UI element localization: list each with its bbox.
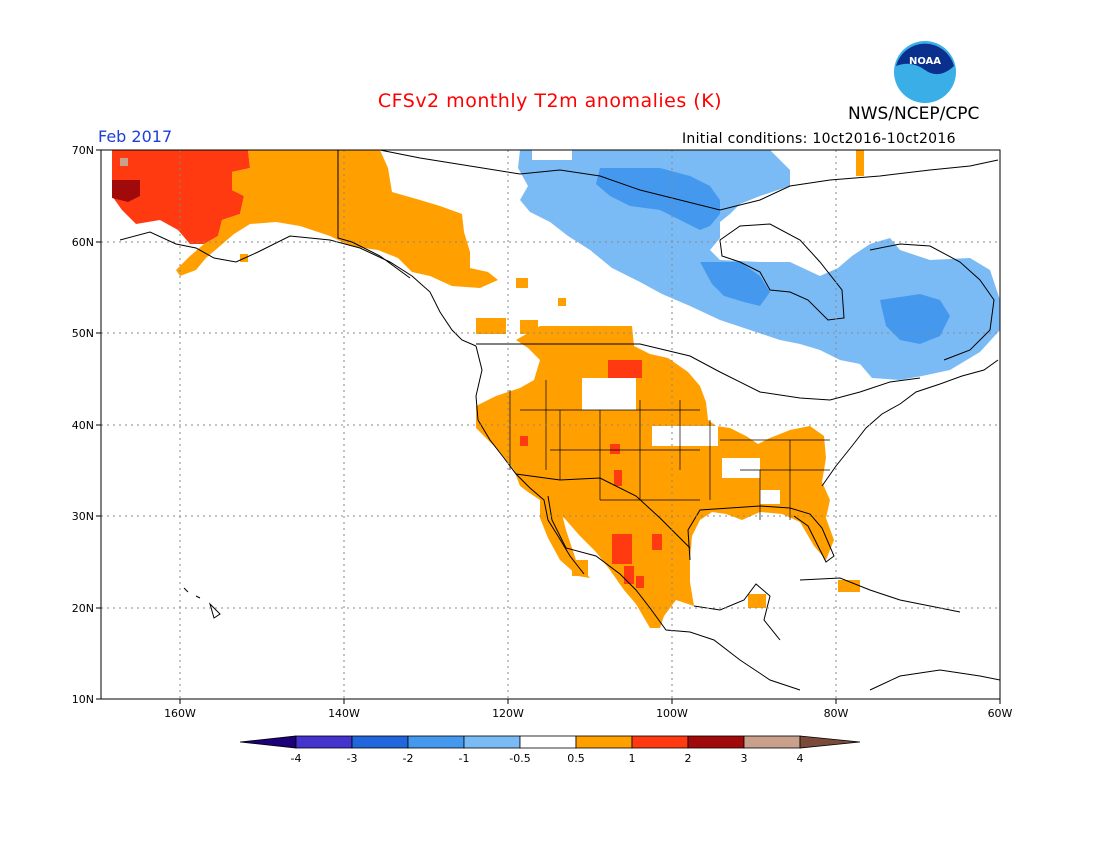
coastline-arctic [379,150,999,211]
colorbar-cell [687,735,745,749]
neutral-cutout [722,458,760,478]
lat-label: 60N [72,236,94,249]
anomaly-region-quebec-midblue [880,294,950,344]
axis-ticks [96,149,1001,704]
colorbar-cell [463,735,521,749]
colorbar-cell [575,735,633,749]
anomaly-cell-red [612,534,632,564]
lat-label: 70N [72,144,94,157]
anomaly-cell [476,318,506,334]
colorbar-cell [295,735,353,749]
initial-conditions: Initial conditions: 10ct2016-10ct2016 [682,131,956,147]
anomaly-cell [350,208,358,216]
coastline-labrador [869,243,995,361]
lon-label: 80W [824,707,849,720]
anomaly-region-hudson-midblue [700,262,770,306]
colorbar-cell [743,735,801,749]
coastline-yucatan [693,583,781,641]
coastline-hudson [719,223,845,321]
colorbar-cell [519,735,577,749]
lat-label: 50N [72,327,94,340]
anomaly-cell-red [624,566,634,584]
lat-label: 30N [72,510,94,523]
colorbar [239,735,861,749]
anomaly-region-alaska-red [112,150,250,244]
colorbar-cell [631,735,689,749]
anomaly-cell-brown [120,158,128,166]
anomaly-region-baja-orange [540,500,590,578]
anomaly-cell [558,298,566,306]
coastline-east-us [821,359,999,487]
coastline-gulf [687,505,835,563]
anomaly-cell-red [614,470,622,486]
colorbar-label: 3 [741,752,748,765]
anomaly-cell-red [652,534,662,550]
lon-label: 100W [656,707,688,720]
anomaly-cell [838,580,860,592]
anomaly-cell-red [520,436,528,446]
lon-label: 140W [328,707,360,720]
colorbar-label: 1 [629,752,636,765]
coastline-alaska [119,231,477,347]
anomaly-cell [516,278,528,288]
neutral-cutout [582,378,636,410]
border-us-canada [476,343,921,401]
colorbar-label: 0.5 [567,752,585,765]
anomaly-region-alaska-darkred [112,180,140,202]
colorbar-cell [407,735,465,749]
coastline-hawaii [183,587,221,619]
coastline-caribbean [799,577,961,613]
colorbar-arrow-high [799,735,861,749]
lat-label: 10N [72,693,94,706]
coastline-baja-mexico [547,495,801,691]
neutral-cutout [652,426,718,446]
anomaly-region-canada-midblue [596,168,720,230]
anomaly-cell [856,150,864,176]
logo-text: NOAA [909,56,941,67]
lat-label: 20N [72,602,94,615]
lon-label: 160W [164,707,196,720]
anomaly-cell-red [608,360,642,378]
anomaly-region-us-mexico-orange [476,326,834,628]
colorbar-label: 2 [685,752,692,765]
anomaly-region-canada-blue [518,150,1000,380]
lon-label: 120W [492,707,524,720]
colorbar-label: -2 [403,752,414,765]
neutral-cutout [760,490,780,504]
graticule [101,150,1000,699]
border-alaska [337,150,411,279]
colorbar-arrow-low [239,735,297,749]
forecast-month: Feb 2017 [98,127,173,146]
agency-label: NWS/NCEP/CPC [848,104,980,124]
colorbar-label: -3 [347,752,358,765]
noaa-logo-icon: NOAA [894,41,956,103]
anomaly-cell [748,594,766,608]
colorbar-cell [351,735,409,749]
map-title: CFSv2 monthly T2m anomalies (K) [377,90,723,112]
anomaly-cell-red [636,576,644,588]
anomaly-cell-red [610,444,620,454]
lat-label: 40N [72,419,94,432]
colorbar-label: -0.5 [509,752,530,765]
border-us-mexico [515,473,691,549]
colorbar-label: -4 [291,752,302,765]
lon-label: 60W [988,707,1013,720]
anomaly-cell [520,320,538,334]
coastline-south-america [869,669,1000,691]
anomaly-region-yukon-orange [176,150,498,288]
colorbar-label: -1 [459,752,470,765]
colorbar-label: 4 [797,752,804,765]
